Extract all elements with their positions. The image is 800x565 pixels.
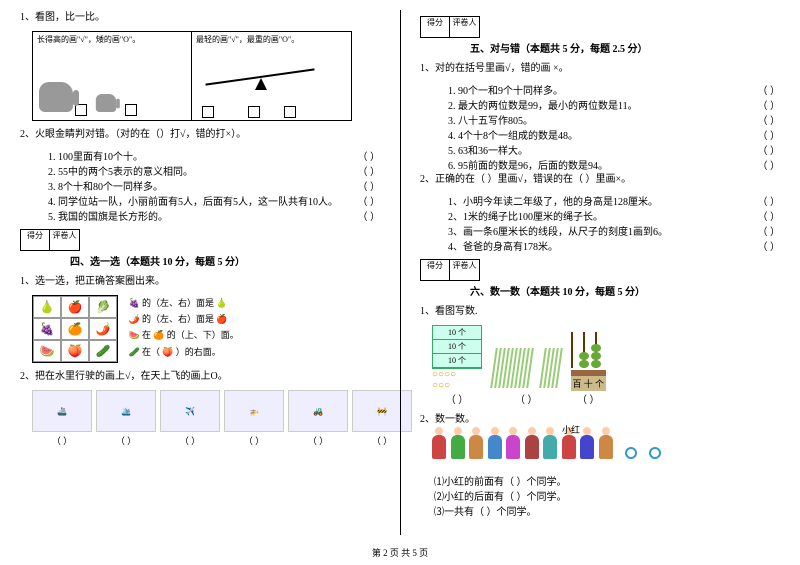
q5-2-text: 正确的在（ ）里画√，错误的在（ ）里画×。 [435, 174, 631, 185]
section-5-title: 五、对与错（本题共 5 分，每题 2.5 分） [470, 40, 780, 55]
answer-paren[interactable]: （ ） [740, 223, 780, 238]
q5-1-item: 4. 4个十8个一组成的数是48。 [434, 127, 578, 142]
compare-picture-box: 长得高的画"√"，矮的画"O"。 最轻的画"√"，最重的画"O"。 [32, 31, 352, 121]
seesaw-icon [200, 58, 320, 98]
grader-cell: 评卷人 [450, 259, 480, 281]
elephant-small-icon [96, 94, 116, 112]
q4-2-text: 把在水里行驶的画上√，在天上飞的画上O。 [35, 371, 228, 382]
answer-paren[interactable]: （ ） [740, 112, 780, 127]
cargo-ship-icon: 🛳️ [96, 390, 156, 432]
answer-paren[interactable]: （ ） [740, 82, 780, 97]
q2-item: 3. 8个十和80个一同样多。 [34, 178, 163, 193]
q6-2-sub: ⑴小红的前面有（ ）个同学。 [420, 473, 780, 488]
q2-item: 5. 我国的国旗是长方形的。 [34, 208, 168, 223]
ship-icon: 🚢 [32, 390, 92, 432]
answer-paren[interactable]: （ ） [740, 97, 780, 112]
answer-paren[interactable]: （ ） [740, 127, 780, 142]
q5-1-num: 1、 [420, 63, 435, 74]
q5-1-item: 2. 最大的两位数是99，最小的两位数是11。 [434, 97, 638, 112]
answer-paren[interactable]: （ ） [160, 434, 220, 447]
checkbox[interactable] [125, 104, 137, 116]
page-footer: 第 2 页 共 5 页 [0, 546, 800, 559]
answer-paren[interactable]: （ ） [340, 148, 380, 163]
checkbox[interactable] [202, 106, 214, 118]
q1-num: 1、 [20, 12, 35, 23]
plane-icon: ✈️ [160, 390, 220, 432]
fruit-grid: 🍐🍎🥬 🍇🍊🌶️ 🍉🍑🥒 [32, 295, 118, 363]
fruit-sentences: 🍇 的（左、右）面是 🍐 🌶️ 的（左、右）面是 🍎 🍉 在 🍊 的（上、下）面… [129, 295, 239, 360]
answer-paren[interactable]: （ ） [740, 193, 780, 208]
section-4-title: 四、选一选（本题共 10 分，每题 5 分） [70, 253, 380, 268]
answer-paren[interactable]: （ ） [340, 178, 380, 193]
answer-paren[interactable]: （ ） [571, 391, 607, 406]
q5-1-item: 5. 63和36一样大。 [434, 142, 528, 157]
answer-paren[interactable]: （ ） [340, 208, 380, 223]
score-box: 得分 评卷人 [20, 229, 380, 251]
sticks-bundle-icon [541, 348, 561, 391]
q6-1-num: 1、 [420, 306, 435, 317]
abacus-icon: 百 十 个 （ ） [571, 332, 607, 406]
answer-paren[interactable]: （ ） [432, 391, 482, 406]
answer-paren[interactable]: （ ） [492, 391, 561, 406]
q2-item: 1. 100里面有10个十。 [34, 148, 143, 163]
q6-1-text: 看图写数. [435, 306, 478, 317]
answer-paren[interactable]: （ ） [740, 208, 780, 223]
q5-1-item: 1. 90个一和9个十同样多。 [434, 82, 563, 97]
answer-paren[interactable]: （ ） [740, 157, 780, 172]
score-cell: 得分 [20, 229, 50, 251]
vehicle-row: 🚢（ ） 🛳️（ ） ✈️（ ） 🚁（ ） 🚜（ ） 🚧（ ） [32, 390, 380, 447]
bike-icon [625, 433, 661, 459]
helicopter-icon: 🚁 [224, 390, 284, 432]
grader-cell: 评卷人 [50, 229, 80, 251]
kids-queue: 小红 [432, 433, 780, 473]
score-cell: 得分 [420, 259, 450, 281]
answer-paren[interactable]: （ ） [340, 163, 380, 178]
answer-paren[interactable]: （ ） [288, 434, 348, 447]
answer-paren[interactable]: （ ） [96, 434, 156, 447]
elephant-big-icon [39, 82, 73, 112]
pic-right-caption: 最轻的画"√"，最重的画"O"。 [196, 34, 347, 45]
q2-text: 火眼金睛判对错。（对的在（）打√，错的打×）。 [35, 129, 246, 140]
q4-1-text: 选一选，把正确答案圈出来。 [35, 276, 165, 287]
score-box: 得分 评卷人 [420, 16, 780, 38]
xiaohong-label: 小红 [562, 423, 580, 436]
q2-num: 2、 [20, 129, 35, 140]
q4-1-num: 1、 [20, 276, 35, 287]
q6-2-sub: ⑶一共有（ ）个同学。 [420, 503, 780, 518]
q1-text: 看图，比一比。 [35, 12, 105, 23]
q5-1-text: 对的在括号里画√，错的画 ×。 [435, 63, 569, 74]
answer-paren[interactable]: （ ） [224, 434, 284, 447]
pic-left-caption: 长得高的画"√"，矮的画"O"。 [37, 34, 187, 45]
column-divider [400, 10, 401, 535]
q2-item: 4. 同学位站一队，小丽前面有5人，后面有5人，这一队共有10人。 [34, 193, 338, 208]
grader-cell: 评卷人 [450, 16, 480, 38]
checkbox[interactable] [284, 106, 296, 118]
answer-paren[interactable]: （ ） [340, 193, 380, 208]
score-cell: 得分 [420, 16, 450, 38]
answer-paren[interactable]: （ ） [740, 142, 780, 157]
score-box: 得分 评卷人 [420, 259, 780, 281]
q6-2-text: 数一数。 [435, 414, 475, 425]
q5-1-item: 3. 八十五写作805。 [434, 112, 533, 127]
answer-paren[interactable]: （ ） [740, 238, 780, 253]
coins-icon: ○○○○○○○ [432, 369, 482, 391]
checkbox[interactable] [248, 106, 260, 118]
q2-item: 2. 55中的两个5表示的意义相同。 [34, 163, 193, 178]
q5-2-item: 4、爸爸的身高有178米。 [434, 238, 558, 253]
q5-2-item: 3、画一条6厘米长的线段，从尺子的刻度1画到6。 [434, 223, 668, 238]
q6-2-num: 2、 [420, 414, 435, 425]
tractor-icon: 🚜 [288, 390, 348, 432]
abacus-label: 百 十 个 [571, 376, 607, 391]
q5-2-item: 1、小明今年读二年级了，他的身高是128厘米。 [434, 193, 658, 208]
answer-paren[interactable]: （ ） [32, 434, 92, 447]
q5-2-item: 2、1米的绳子比100厘米的绳子长。 [434, 208, 603, 223]
q5-1-item: 6. 95前面的数是96，后面的数是94。 [434, 157, 608, 172]
q6-2-sub: ⑵小红的后面有（ ）个同学。 [420, 488, 780, 503]
q5-2-num: 2、 [420, 174, 435, 185]
sticks-bundle-icon [492, 348, 532, 391]
q4-2-num: 2、 [20, 371, 35, 382]
section-6-title: 六、数一数（本题共 10 分，每题 5 分） [470, 283, 780, 298]
block-stack: 10 个 10 个 10 个 [432, 325, 482, 369]
